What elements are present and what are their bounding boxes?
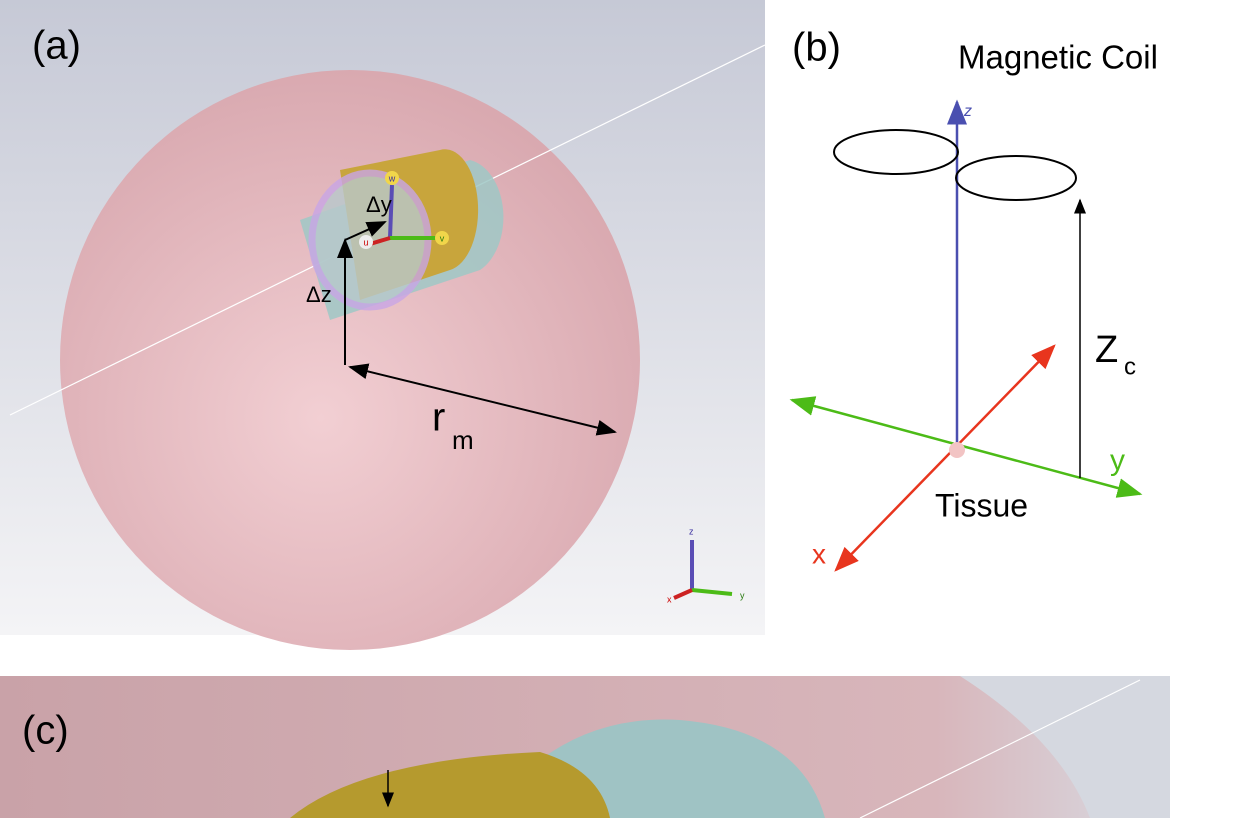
height-label: Z: [1095, 329, 1118, 371]
panel-c: (c): [0, 676, 1170, 818]
panel-b: (b) Magnetic Coil x y z Z c Tissue: [792, 26, 1158, 570]
panel-title: Magnetic Coil: [958, 39, 1158, 76]
panel-label: (a): [32, 24, 81, 68]
panel-a: u v w (a) Δy Δz r m x y z: [0, 0, 765, 650]
panel-label: (c): [22, 709, 69, 753]
triad-label: z: [689, 526, 694, 536]
height-subscript: c: [1124, 353, 1136, 380]
gizmo-label: v: [440, 233, 445, 243]
radius-subscript: m: [452, 425, 474, 455]
x-axis: [836, 346, 1054, 570]
triad-label: x: [667, 594, 672, 604]
coil-loop: [834, 130, 958, 174]
axis-label: z: [963, 103, 972, 120]
triad-label: y: [740, 590, 745, 600]
radius-label: r: [432, 396, 445, 440]
coil-loop: [956, 156, 1076, 200]
y-axis: [792, 400, 1140, 494]
delta-y-label: Δy: [366, 192, 392, 217]
sphere: [60, 70, 640, 650]
axis-label: y: [1110, 444, 1125, 477]
tissue-point: [949, 442, 965, 458]
gizmo-label: w: [388, 173, 396, 183]
delta-z-label: Δz: [306, 282, 332, 307]
target-label: Tissue: [935, 487, 1028, 523]
axis-label: x: [812, 538, 826, 569]
figure: u v w (a) Δy Δz r m x y z (b) Magnetic C…: [0, 0, 1246, 818]
panel-label: (b): [792, 26, 841, 70]
gizmo-label: u: [363, 237, 368, 247]
